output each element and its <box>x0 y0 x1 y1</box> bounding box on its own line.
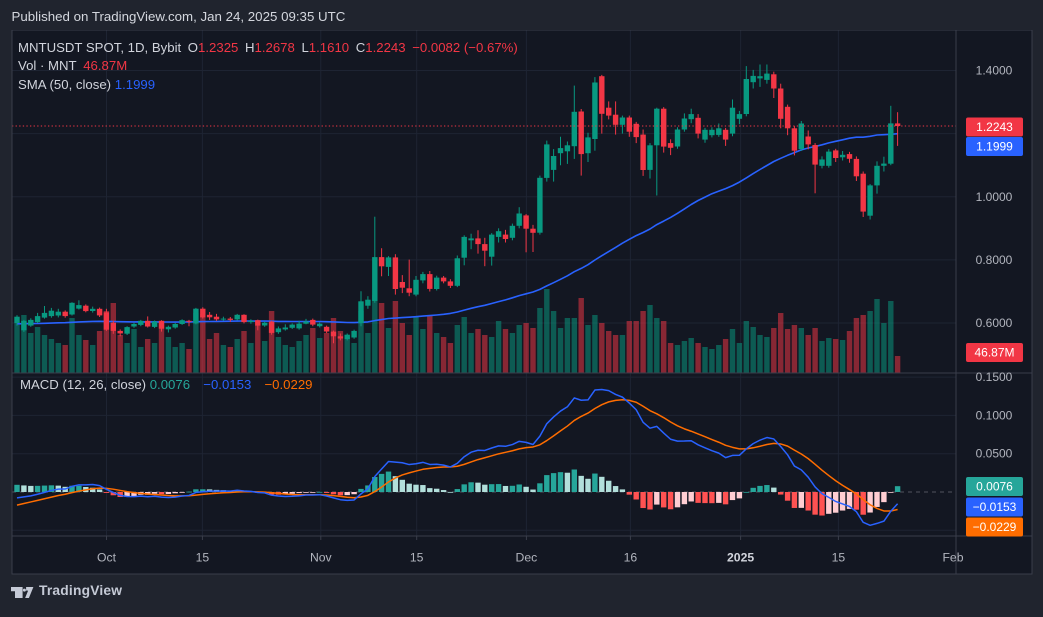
svg-text:1.2243: 1.2243 <box>976 120 1013 134</box>
svg-text:Oct: Oct <box>97 551 117 565</box>
svg-text:0.1000: 0.1000 <box>976 408 1013 422</box>
svg-text:1.4000: 1.4000 <box>976 63 1013 77</box>
svg-text:0.0500: 0.0500 <box>976 447 1013 461</box>
svg-text:MACD (12, 26, close) 0.0076 −0: MACD (12, 26, close) 0.0076 −0.0153 −0.0… <box>20 377 313 392</box>
svg-text:0.6000: 0.6000 <box>976 316 1013 330</box>
svg-text:−0.0229: −0.0229 <box>973 520 1017 534</box>
svg-text:15: 15 <box>196 551 210 565</box>
svg-text:MNTUSDT SPOT, 1D, Bybit O1.232: MNTUSDT SPOT, 1D, Bybit O1.2325 H1.2678 … <box>18 40 518 55</box>
svg-text:2025: 2025 <box>727 551 754 565</box>
svg-text:SMA (50, close) 1.1999: SMA (50, close) 1.1999 <box>18 77 155 92</box>
svg-text:0.1500: 0.1500 <box>976 370 1013 384</box>
svg-text:1.1999: 1.1999 <box>976 140 1013 154</box>
svg-text:16: 16 <box>624 551 638 565</box>
svg-text:0.8000: 0.8000 <box>976 253 1013 267</box>
svg-text:15: 15 <box>832 551 846 565</box>
svg-text:Dec: Dec <box>516 551 538 565</box>
svg-text:1.0000: 1.0000 <box>976 190 1013 204</box>
svg-text:Nov: Nov <box>310 551 333 565</box>
svg-text:0.0076: 0.0076 <box>976 480 1013 494</box>
svg-text:Feb: Feb <box>942 551 963 565</box>
svg-text:46.87M: 46.87M <box>974 346 1014 360</box>
svg-text:−0.0153: −0.0153 <box>973 500 1017 514</box>
svg-text:15: 15 <box>410 551 424 565</box>
svg-text:Vol · MNT 46.87M: Vol · MNT 46.87M <box>18 58 127 73</box>
